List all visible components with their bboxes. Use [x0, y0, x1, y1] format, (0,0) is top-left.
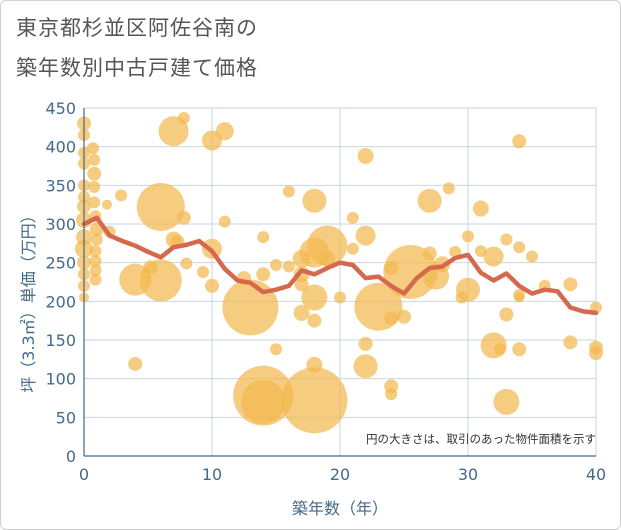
trend-line: [81, 215, 599, 316]
data-bubble: [499, 307, 514, 322]
data-bubble: [86, 142, 99, 155]
data-bubble: [500, 233, 513, 246]
data-bubble: [346, 211, 359, 224]
data-bubble: [89, 264, 102, 277]
x-tick-label: 40: [586, 465, 606, 484]
y-tick-label: 250: [45, 254, 76, 273]
data-bubble: [472, 200, 489, 217]
data-bubble: [355, 225, 376, 246]
data-bubble: [281, 367, 348, 434]
data-bubble: [87, 166, 102, 181]
data-bubble: [334, 291, 346, 304]
data-bubble: [88, 153, 101, 166]
data-bubble: [417, 188, 442, 213]
data-bubble: [512, 342, 527, 357]
data-bubble: [474, 245, 487, 258]
y-axis-label: 坪（3.3㎡）単価（万円）: [19, 207, 38, 392]
data-bubble: [89, 255, 102, 268]
data-bubble: [282, 185, 295, 198]
data-bubble: [270, 343, 282, 356]
data-bubble: [256, 267, 271, 282]
data-bubble: [205, 278, 219, 293]
x-axis-label: 築年数（年）: [292, 499, 388, 518]
data-bubble: [385, 388, 398, 401]
y-tick-label: 150: [45, 331, 76, 350]
data-bubble: [89, 273, 102, 286]
data-bubble: [90, 233, 103, 246]
x-tick-label: 20: [330, 465, 350, 484]
data-bubble: [128, 356, 143, 371]
y-tick-label: 350: [45, 176, 76, 195]
data-bubble: [158, 116, 189, 147]
y-tick-label: 450: [45, 99, 76, 118]
data-bubble: [294, 277, 309, 292]
data-bubble: [383, 244, 438, 299]
data-bubble: [346, 242, 359, 255]
data-bubble: [102, 199, 113, 210]
data-bubble: [462, 230, 474, 243]
data-bubble: [512, 134, 527, 149]
data-bubble: [589, 346, 603, 361]
data-bubble: [257, 231, 270, 244]
data-bubble: [215, 122, 234, 141]
data-bubble: [307, 225, 348, 266]
data-bubble: [177, 112, 190, 125]
chart-note: 円の大きさは、取引のあった物件面積を示す: [366, 432, 596, 446]
y-tick-label: 100: [45, 370, 76, 389]
data-bubble: [302, 188, 327, 213]
y-tick-label: 400: [45, 138, 76, 157]
chart-title-line-1: 東京都杉並区阿佐谷南の: [16, 16, 258, 40]
data-bubble: [357, 147, 374, 164]
data-bubble: [136, 182, 185, 231]
data-bubble: [422, 246, 437, 261]
data-bubble: [301, 284, 328, 311]
data-bubble: [180, 257, 193, 270]
data-bubble: [115, 189, 128, 202]
data-bubble: [449, 245, 462, 258]
data-bubble: [197, 265, 210, 278]
data-bubble: [176, 210, 191, 225]
data-bubble: [513, 241, 526, 254]
x-tick-label: 10: [202, 465, 222, 484]
data-bubble: [282, 260, 295, 273]
data-bubble: [526, 250, 538, 263]
data-bubble: [353, 354, 378, 379]
data-bubble: [89, 245, 102, 258]
data-bubble: [514, 292, 525, 303]
data-bubble: [358, 336, 373, 351]
data-bubble: [88, 196, 101, 209]
data-bubble: [319, 250, 336, 267]
data-bubble: [222, 279, 279, 336]
data-bubble: [88, 180, 101, 193]
data-bubble: [293, 304, 310, 321]
data-bubble: [494, 343, 506, 356]
data-bubble: [241, 379, 286, 424]
data-bubble: [139, 259, 182, 302]
y-tick-label: 50: [56, 408, 76, 427]
data-bubble: [270, 258, 282, 271]
axes: [83, 108, 596, 457]
tick-labels: 0 50 100 150 200 250 300 350 400 450 0 10 20 30 40: [45, 99, 606, 484]
chart-title-line-2: 築年数別中古戸建て価格: [16, 56, 258, 80]
data-bubble: [218, 215, 231, 228]
data-bubble: [493, 388, 520, 415]
y-tick-label: 300: [45, 215, 76, 234]
x-tick-label: 30: [458, 465, 478, 484]
data-bubble: [563, 335, 578, 350]
bubble-layer: [75, 112, 603, 434]
y-tick-label: 200: [45, 292, 76, 311]
x-tick-label: 0: [79, 465, 89, 484]
data-bubble: [384, 311, 399, 326]
data-bubble: [442, 182, 455, 195]
data-bubble: [563, 277, 578, 292]
y-tick-label: 0: [66, 447, 76, 466]
data-bubble: [456, 277, 480, 302]
data-bubble: [397, 309, 411, 324]
data-bubble: [483, 246, 504, 267]
data-bubble: [307, 313, 322, 328]
